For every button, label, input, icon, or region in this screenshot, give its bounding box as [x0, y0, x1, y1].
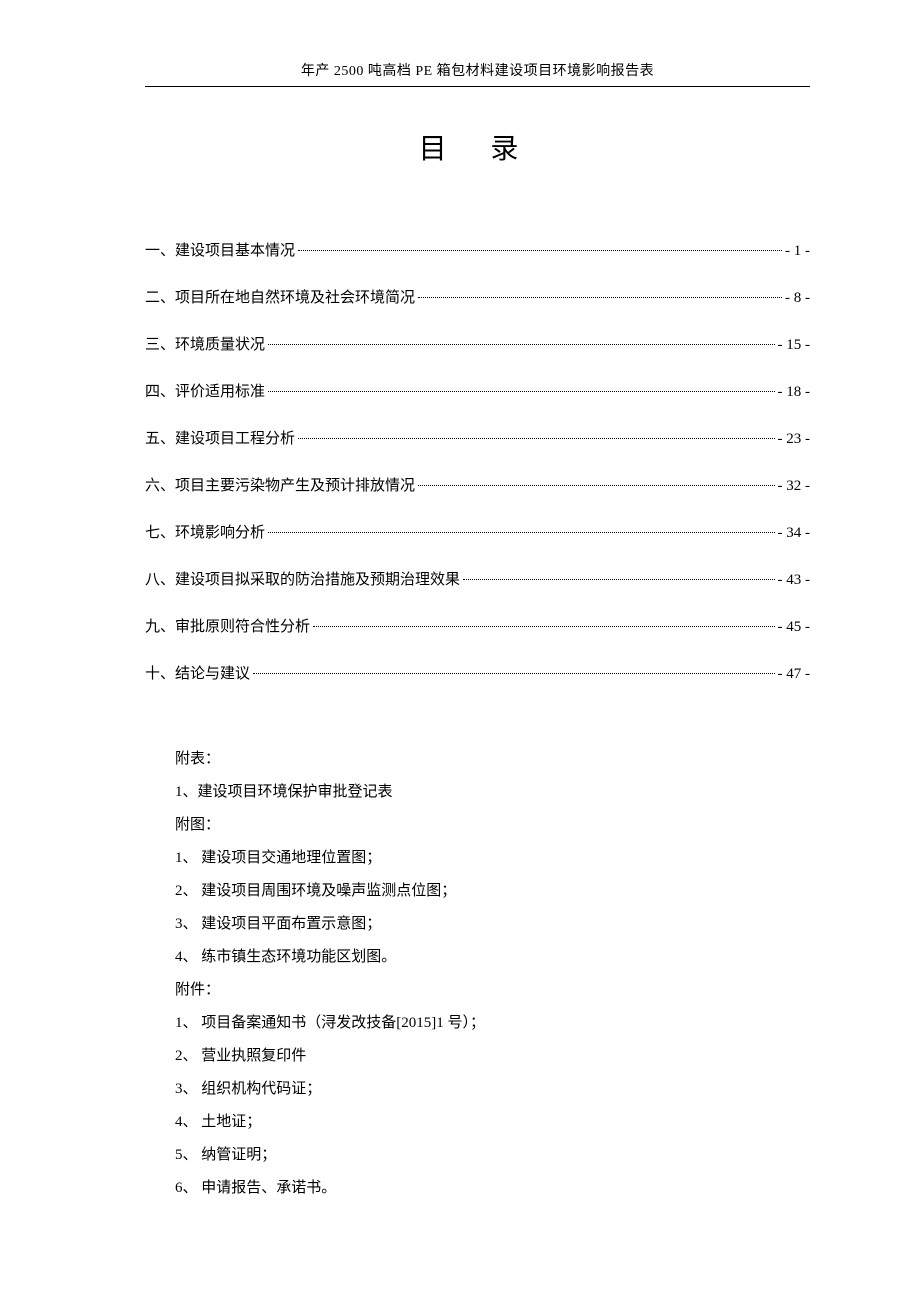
- appendix-attachment-item: 4、 土地证；: [175, 1106, 810, 1139]
- toc-leader-dots: [418, 485, 774, 486]
- toc-item-label: 一、建设项目基本情况: [145, 239, 295, 260]
- appendix-section: 附表： 1、建设项目环境保护审批登记表 附图： 1、 建设项目交通地理位置图； …: [145, 743, 810, 1205]
- toc-item-page: - 45 -: [778, 619, 811, 636]
- appendix-attachment-item: 1、 项目备案通知书（浔发改技备[2015]1 号）；: [175, 1007, 810, 1040]
- toc-item-page: - 18 -: [778, 384, 811, 401]
- toc-item: 十、结论与建议 - 47 -: [145, 662, 810, 683]
- toc-leader-dots: [418, 297, 782, 298]
- toc-item-page: - 43 -: [778, 572, 811, 589]
- toc-item: 三、环境质量状况 - 15 -: [145, 333, 810, 354]
- toc-item-label: 五、建设项目工程分析: [145, 427, 295, 448]
- toc-item-label: 十、结论与建议: [145, 662, 250, 683]
- toc-item-page: - 23 -: [778, 431, 811, 448]
- toc-item-page: - 34 -: [778, 525, 811, 542]
- page-header-title: 年产 2500 吨高档 PE 箱包材料建设项目环境影响报告表: [145, 60, 810, 80]
- appendix-attachments-heading: 附件：: [175, 974, 810, 1007]
- toc-leader-dots: [298, 438, 774, 439]
- appendix-table-item: 1、建设项目环境保护审批登记表: [175, 776, 810, 809]
- toc-item-label: 二、项目所在地自然环境及社会环境简况: [145, 286, 415, 307]
- appendix-figure-item: 2、 建设项目周围环境及噪声监测点位图；: [175, 875, 810, 908]
- appendix-figure-item: 1、 建设项目交通地理位置图；: [175, 842, 810, 875]
- appendix-figure-item: 4、 练市镇生态环境功能区划图。: [175, 941, 810, 974]
- header-rule: [145, 86, 810, 87]
- appendix-attachment-item: 2、 营业执照复印件: [175, 1040, 810, 1073]
- appendix-tables-heading: 附表：: [175, 743, 810, 776]
- toc-item: 七、环境影响分析 - 34 -: [145, 521, 810, 542]
- toc-item: 九、审批原则符合性分析 - 45 -: [145, 615, 810, 636]
- toc-leader-dots: [268, 391, 774, 392]
- toc-item-label: 七、环境影响分析: [145, 521, 265, 542]
- toc-item-label: 四、评价适用标准: [145, 380, 265, 401]
- toc-item-page: - 8 -: [785, 290, 810, 307]
- toc-item: 六、项目主要污染物产生及预计排放情况 - 32 -: [145, 474, 810, 495]
- appendix-figure-item: 3、 建设项目平面布置示意图；: [175, 908, 810, 941]
- toc-leader-dots: [268, 344, 774, 345]
- appendix-attachment-item: 5、 纳管证明；: [175, 1139, 810, 1172]
- toc-item-page: - 15 -: [778, 337, 811, 354]
- toc-item-page: - 32 -: [778, 478, 811, 495]
- toc-item-label: 九、审批原则符合性分析: [145, 615, 310, 636]
- toc-item-label: 八、建设项目拟采取的防治措施及预期治理效果: [145, 568, 460, 589]
- toc-title: 目 录: [145, 127, 810, 167]
- toc-item: 八、建设项目拟采取的防治措施及预期治理效果 - 43 -: [145, 568, 810, 589]
- appendix-attachment-item: 3、 组织机构代码证；: [175, 1073, 810, 1106]
- toc-item-label: 三、环境质量状况: [145, 333, 265, 354]
- toc-leader-dots: [253, 673, 774, 674]
- toc-item: 五、建设项目工程分析 - 23 -: [145, 427, 810, 448]
- appendix-figures-heading: 附图：: [175, 809, 810, 842]
- toc-leader-dots: [313, 626, 774, 627]
- toc-item: 一、建设项目基本情况 - 1 -: [145, 239, 810, 260]
- toc-item-page: - 47 -: [778, 666, 811, 683]
- toc-leader-dots: [298, 250, 782, 251]
- toc-item: 四、评价适用标准 - 18 -: [145, 380, 810, 401]
- appendix-attachment-item: 6、 申请报告、承诺书。: [175, 1172, 810, 1205]
- toc-leader-dots: [268, 532, 774, 533]
- toc-item: 二、项目所在地自然环境及社会环境简况 - 8 -: [145, 286, 810, 307]
- toc-list: 一、建设项目基本情况 - 1 - 二、项目所在地自然环境及社会环境简况 - 8 …: [145, 239, 810, 683]
- toc-leader-dots: [463, 579, 774, 580]
- toc-item-page: - 1 -: [785, 243, 810, 260]
- toc-item-label: 六、项目主要污染物产生及预计排放情况: [145, 474, 415, 495]
